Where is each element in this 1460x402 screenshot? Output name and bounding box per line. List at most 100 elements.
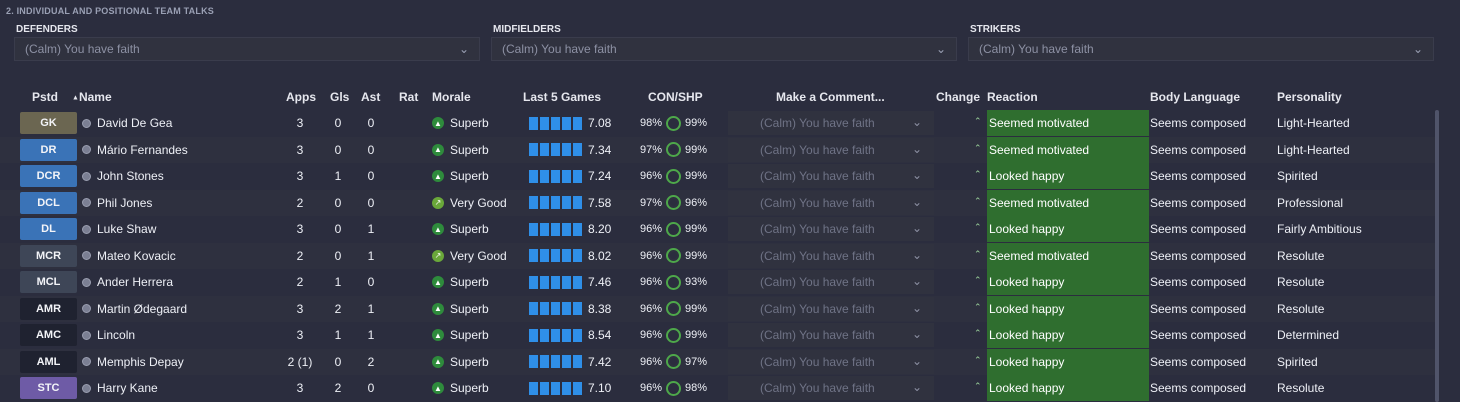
apps-value: 2: [296, 248, 304, 263]
status-dot-icon: [82, 304, 91, 313]
comment-select[interactable]: (Calm) You have faith ⌄: [728, 270, 934, 294]
table-row[interactable]: DCL Phil Jones 2 0 0 ↗ Very Good 7.58 97…: [0, 189, 1436, 216]
position-badge: DR: [20, 138, 77, 161]
player-name[interactable]: Lincoln: [97, 328, 136, 342]
condition-value: 96%: [640, 170, 663, 182]
defenders-talk-select[interactable]: (Calm) You have faith ⌄: [14, 37, 480, 61]
player-name-cell[interactable]: John Stones: [82, 163, 164, 189]
player-name[interactable]: Martin Ødegaard: [97, 301, 188, 316]
condition-cell: 96% 99%: [640, 216, 707, 242]
morale-value: Superb: [450, 142, 489, 157]
table-row[interactable]: MCL Ander Herrera 2 1 0 ▲ Superb 7.46 96…: [0, 269, 1436, 295]
player-name-cell[interactable]: Luke Shaw: [82, 216, 156, 242]
player-name[interactable]: Mateo Kovacic: [97, 248, 176, 263]
table-row[interactable]: AML Memphis Depay 2 (1) 0 2 ▲ Superb 7.4…: [0, 348, 1436, 375]
chevron-down-icon: ⌄: [911, 300, 922, 315]
scrollbar[interactable]: [1435, 110, 1439, 402]
comment-select[interactable]: (Calm) You have faith ⌄: [728, 137, 934, 162]
sort-arrow-icon: ▲: [72, 94, 79, 102]
table-row[interactable]: DL Luke Shaw 3 0 1 ▲ Superb 8.20 96% 99%…: [0, 216, 1436, 242]
header-ast[interactable]: Ast: [361, 90, 381, 104]
change-up-icon: ⌃: [974, 354, 982, 365]
form-rating: 7.24: [588, 169, 612, 183]
goals-value: 0: [334, 354, 342, 369]
comment-select[interactable]: (Calm) You have faith ⌄: [728, 323, 934, 347]
player-name-cell[interactable]: David De Gea: [82, 110, 172, 136]
player-name-cell[interactable]: Harry Kane: [82, 375, 158, 401]
sharpness-value: 98%: [685, 382, 708, 394]
player-name-cell[interactable]: Ander Herrera: [82, 269, 173, 295]
player-name[interactable]: Mário Fernandes: [97, 142, 188, 157]
header-morale[interactable]: Morale: [432, 90, 471, 104]
change-up-icon: ⌃: [974, 169, 982, 179]
condition-cell: 96% 99%: [640, 163, 707, 189]
comment-select[interactable]: (Calm) You have faith ⌄: [728, 296, 934, 321]
header-pos[interactable]: Pstd: [32, 90, 59, 104]
header-name[interactable]: ▲Name: [72, 90, 112, 104]
table-row[interactable]: AMR Martin Ødegaard 3 2 1 ▲ Superb 8.38 …: [0, 295, 1436, 322]
header-gls[interactable]: Gls: [330, 90, 350, 104]
table-row[interactable]: MCR Mateo Kovacic 2 0 1 ↗ Very Good 8.02…: [0, 242, 1436, 269]
sharpness-ring-icon: [666, 327, 682, 343]
form-bars: [529, 381, 582, 395]
form-rating: 7.46: [588, 275, 612, 289]
comment-value: (Calm) You have faith: [760, 195, 875, 210]
midfielders-talk-select[interactable]: (Calm) You have faith ⌄: [491, 37, 957, 61]
status-dot-icon: [82, 224, 91, 234]
comment-select[interactable]: (Calm) You have faith ⌄: [728, 243, 934, 268]
player-name[interactable]: John Stones: [97, 169, 164, 183]
comment-select[interactable]: (Calm) You have faith ⌄: [728, 190, 934, 215]
header-personality[interactable]: Personality: [1277, 90, 1342, 104]
header-rat[interactable]: Rat: [399, 90, 419, 104]
status-dot-icon: [82, 383, 91, 393]
header-reaction[interactable]: Reaction: [987, 90, 1038, 104]
body-language-value: Seems composed: [1150, 116, 1247, 130]
table-row[interactable]: STC Harry Kane 3 2 0 ▲ Superb 7.10 96% 9…: [0, 375, 1436, 401]
comment-select[interactable]: (Calm) You have faith ⌄: [728, 376, 934, 400]
table-row[interactable]: GK David De Gea 3 0 0 ▲ Superb 7.08 98% …: [0, 110, 1436, 136]
player-name-cell[interactable]: Phil Jones: [82, 190, 152, 216]
player-name-cell[interactable]: Mário Fernandes: [82, 137, 188, 163]
condition-value: 98%: [640, 117, 663, 129]
header-last5[interactable]: Last 5 Games: [523, 90, 602, 104]
morale-value: Superb: [450, 169, 489, 183]
header-body-language[interactable]: Body Language: [1150, 90, 1241, 104]
condition-cell: 98% 99%: [640, 110, 707, 136]
player-name[interactable]: Harry Kane: [97, 381, 158, 395]
comment-select[interactable]: (Calm) You have faith ⌄: [728, 164, 934, 188]
player-name-cell[interactable]: Mateo Kovacic: [82, 243, 176, 269]
player-name[interactable]: Luke Shaw: [97, 222, 157, 236]
player-name-cell[interactable]: Martin Ødegaard: [82, 296, 187, 322]
player-name[interactable]: Memphis Depay: [97, 354, 184, 369]
comment-select[interactable]: (Calm) You have faith ⌄: [728, 217, 934, 241]
table-row[interactable]: DCR John Stones 3 1 0 ▲ Superb 7.24 96% …: [0, 163, 1436, 189]
player-name-cell[interactable]: Memphis Depay: [82, 349, 184, 375]
comment-select[interactable]: (Calm) You have faith ⌄: [728, 349, 934, 374]
assists-value: 2: [367, 354, 375, 369]
sharpness-ring-icon: [666, 248, 682, 263]
header-comment[interactable]: Make a Comment...: [776, 90, 885, 104]
condition-cell: 96% 99%: [640, 296, 707, 322]
strikers-talk-select[interactable]: (Calm) You have faith ⌄: [968, 37, 1434, 61]
player-name[interactable]: Ander Herrera: [97, 275, 174, 289]
apps-value: 3: [296, 301, 304, 316]
player-name-cell[interactable]: Lincoln: [82, 322, 135, 348]
strikers-group: STRIKERS (Calm) You have faith ⌄: [968, 24, 1434, 61]
player-name[interactable]: Phil Jones: [97, 195, 153, 210]
player-name[interactable]: David De Gea: [97, 116, 173, 130]
assists-value: 1: [367, 248, 375, 263]
position-badge: DL: [20, 218, 77, 240]
header-change[interactable]: Change: [936, 90, 981, 104]
morale-cell: ▲ Superb: [432, 137, 489, 163]
table-row[interactable]: DR Mário Fernandes 3 0 0 ▲ Superb 7.34 9…: [0, 136, 1436, 163]
apps-value: 3: [296, 169, 304, 183]
table-row[interactable]: AMC Lincoln 3 1 1 ▲ Superb 8.54 96% 99% …: [0, 322, 1436, 348]
morale-value: Very Good: [450, 248, 507, 263]
personality-value: Resolute: [1277, 275, 1325, 289]
morale-value: Superb: [450, 354, 489, 369]
comment-value: (Calm) You have faith: [760, 301, 875, 316]
header-conshp[interactable]: CON/SHP: [648, 90, 703, 104]
comment-select[interactable]: (Calm) You have faith ⌄: [728, 111, 934, 135]
personality-value: Light-Hearted: [1277, 142, 1350, 157]
header-apps[interactable]: Apps: [286, 90, 316, 104]
